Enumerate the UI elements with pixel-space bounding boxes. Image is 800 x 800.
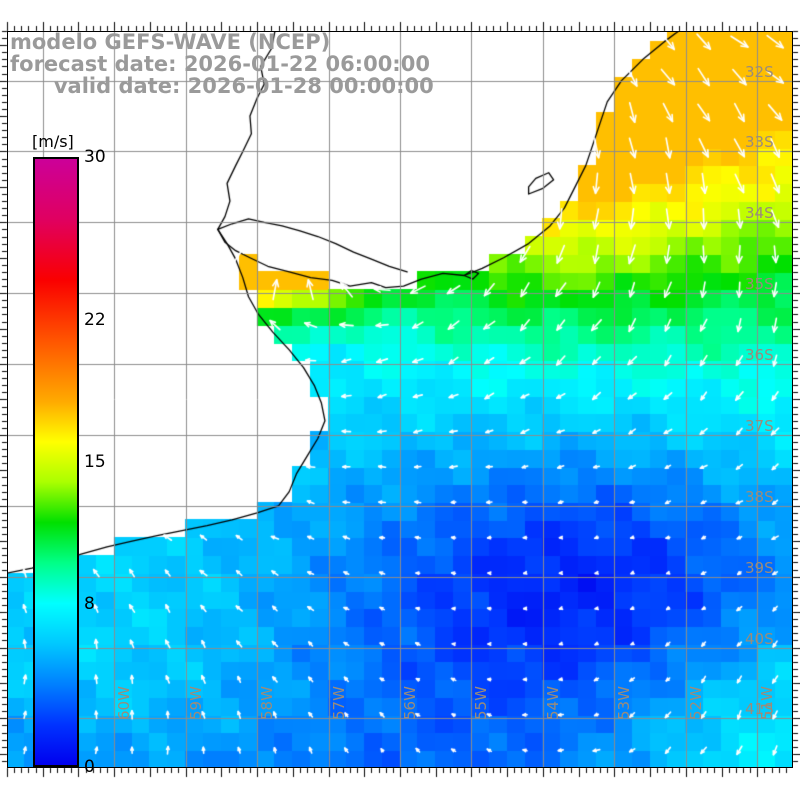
colorbar-tick-15: 15 [84,452,106,472]
lat-label-41S: 41S [745,700,774,719]
colorbar-tick-22: 22 [84,309,106,330]
lat-label-33S: 33S [745,133,774,152]
page-title: modelo GEFS-WAVE (NCEP) [10,30,331,54]
lon-label-55W: 55W [472,686,491,720]
valid-date: valid date: 2026-01-28 00:00:00 [10,74,434,98]
colorbar-tick-30: 30 [84,147,106,167]
lat-label-36S: 36S [745,346,774,365]
lat-label-40S: 40S [745,629,774,648]
lat-label-37S: 37S [745,416,774,435]
lat-label-38S: 38S [745,487,774,506]
lat-label-34S: 34S [745,204,774,223]
colorbar[interactable] [33,157,79,767]
lat-label-35S: 35S [745,275,774,294]
lon-label-58W: 58W [258,686,277,720]
colorbar-unit-label: [m/s] [32,132,74,151]
lat-label-32S: 32S [745,62,774,81]
colorbar-gradient [33,157,79,767]
lon-label-53W: 53W [615,686,634,720]
lon-label-59W: 59W [186,686,205,720]
lon-label-57W: 57W [329,686,348,720]
lon-label-52W: 52W [686,686,705,720]
lon-label-56W: 56W [401,686,419,720]
colorbar-tick-0: 0 [84,757,95,777]
lon-label-54W: 54W [543,686,562,720]
lat-label-39S: 39S [745,558,774,577]
colorbar-tick-8: 8 [84,594,95,615]
lon-label-51W: 51W [758,686,777,720]
lon-label-60W: 60W [115,686,134,720]
forecast-date: forecast date: 2026-01-22 06:00:00 [10,52,430,76]
